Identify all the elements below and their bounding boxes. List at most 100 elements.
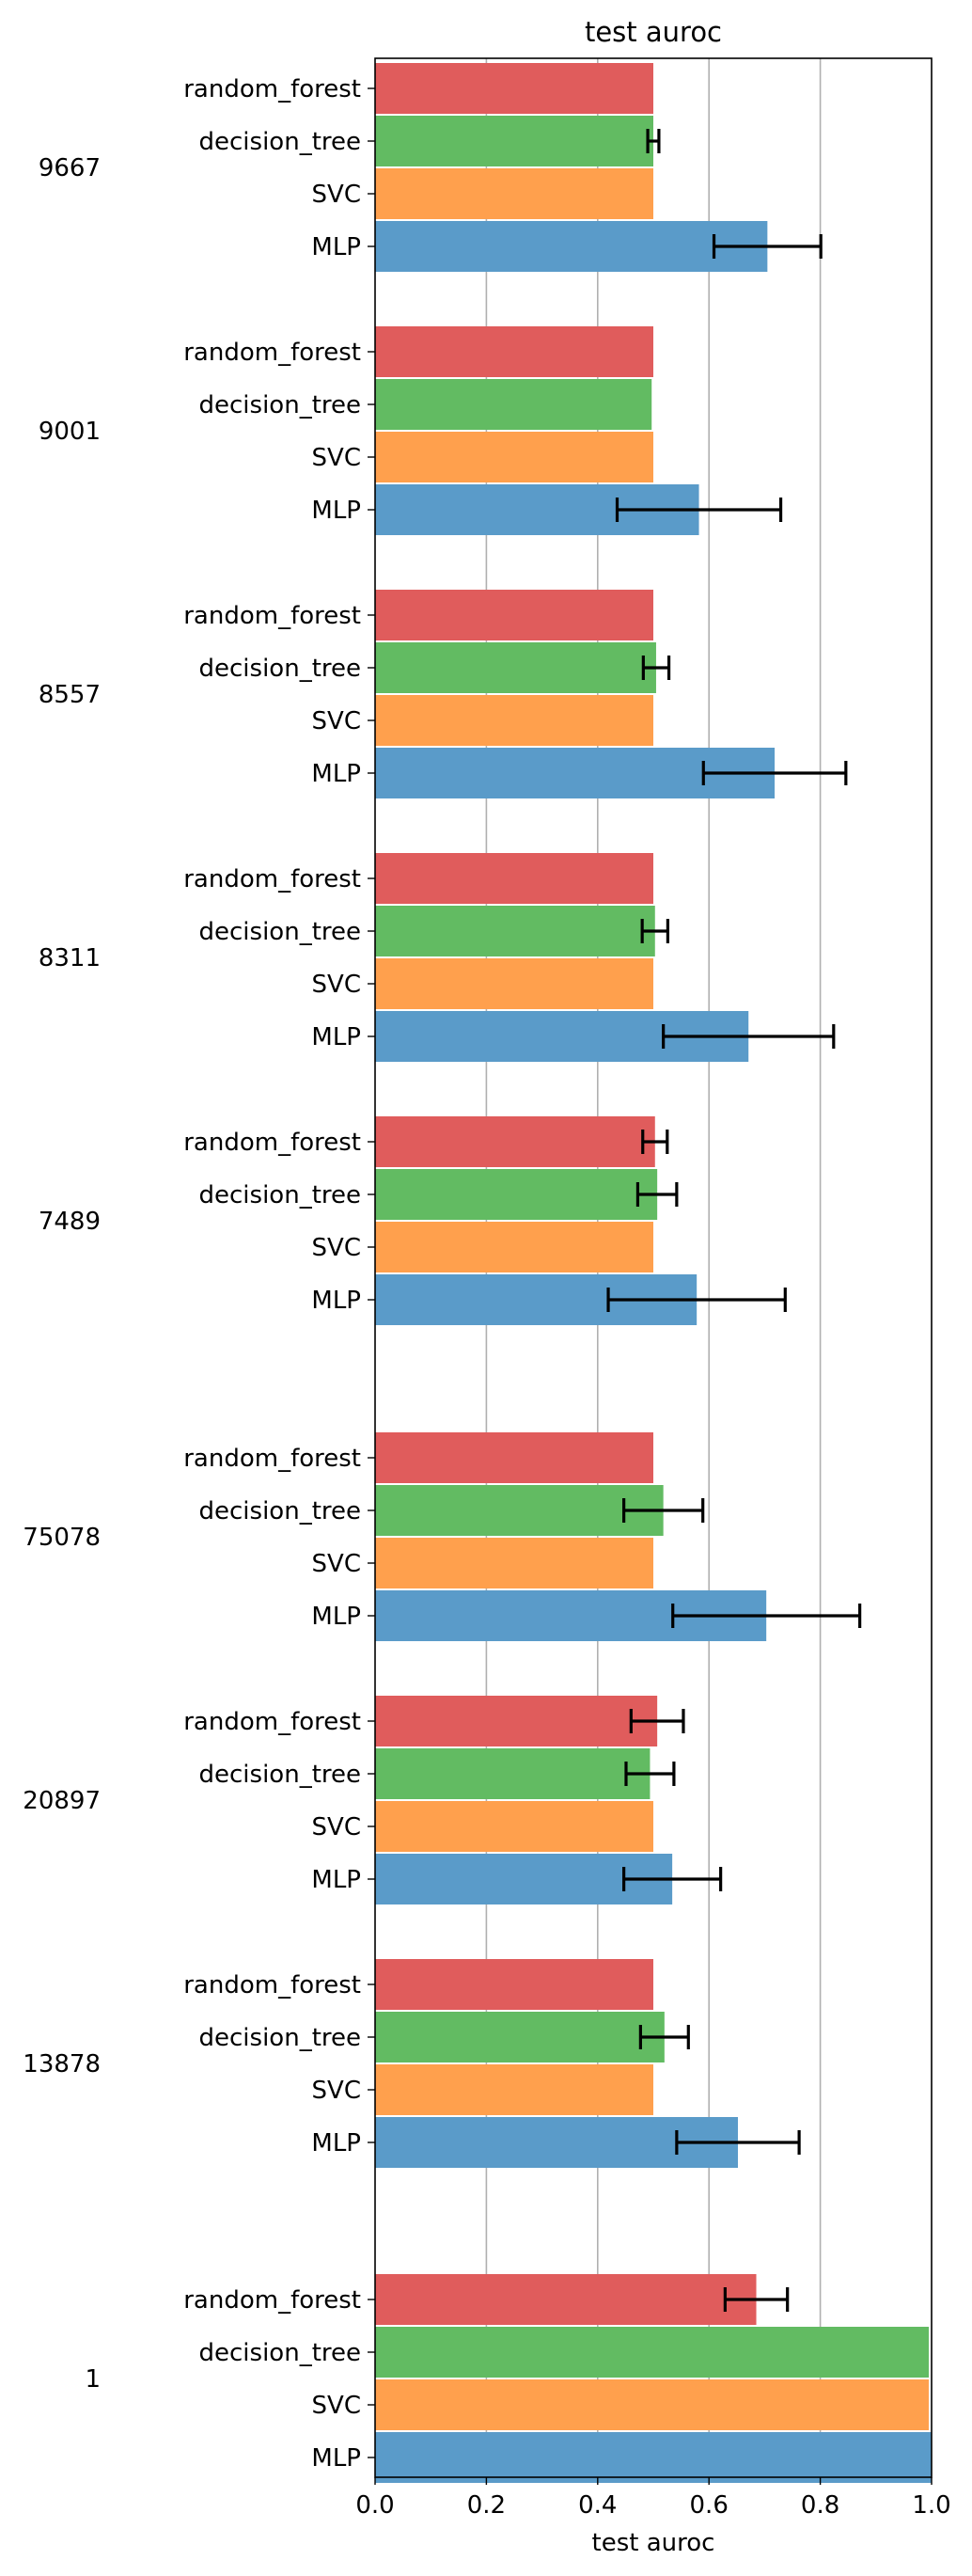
bar-20897-decision_tree (375, 1748, 651, 1799)
group-label: 8557 (39, 681, 101, 709)
error-bar-20897-decision_tree (624, 1762, 676, 1786)
y-tick-label: SVC (312, 2392, 361, 2420)
y-tick-label: MLP (311, 1603, 361, 1631)
bar-9001-random_forest (375, 326, 653, 377)
bar-9001-decision_tree (375, 379, 652, 430)
error-bars (606, 129, 862, 2312)
group-label: 9001 (39, 418, 101, 446)
y-tick-label: decision_tree (199, 128, 361, 156)
y-tick-label: random_forest (183, 339, 361, 367)
bar-13878-random_forest (375, 1959, 653, 2010)
error-bar-7489-decision_tree (635, 1182, 679, 1207)
bar-1-SVC (375, 2379, 930, 2430)
y-tick-label: random_forest (183, 1708, 361, 1736)
y-tick-label: MLP (311, 760, 361, 788)
bar-9667-MLP (375, 221, 768, 272)
bar-7489-decision_tree (375, 1169, 658, 1220)
y-tick-label: MLP (311, 1023, 361, 1051)
y-tick-label: SVC (312, 1813, 361, 1841)
bar-8557-random_forest (375, 590, 653, 640)
error-bar-1-random_forest (723, 2287, 790, 2312)
error-bar-13878-MLP (675, 2130, 801, 2155)
x-tick-labels: 0.0 0.2 0.4 0.6 0.8 1.0 (355, 2477, 951, 2520)
group-label: 20897 (23, 1787, 101, 1815)
y-tick-label: SVC (312, 971, 361, 999)
error-bar-20897-MLP (622, 1867, 723, 1891)
x-axis-label: test auroc (592, 2529, 715, 2557)
group-label: 75078 (23, 1524, 101, 1552)
bar-7489-SVC (375, 1222, 653, 1272)
y-tick-label: MLP (311, 2444, 361, 2473)
error-bar-75078-decision_tree (622, 1498, 705, 1523)
y-tick-label: SVC (312, 2077, 361, 2105)
y-tick-label: MLP (311, 2129, 361, 2157)
bar-20897-SVC (375, 1801, 653, 1852)
bar-8557-decision_tree (375, 642, 656, 693)
error-bar-9001-MLP (615, 498, 783, 522)
error-bar-9667-MLP (712, 234, 823, 259)
y-tick-label: random_forest (183, 602, 361, 630)
y-tick-label: MLP (311, 1287, 361, 1315)
y-tick-label: random_forest (183, 75, 361, 103)
y-tick-label: SVC (312, 444, 361, 472)
x-tick-label: 0.8 (801, 2491, 839, 2520)
bar-75078-SVC (375, 1538, 653, 1588)
y-tick-labels: random_forest decision_tree SVC MLP random_f… (183, 75, 375, 2473)
bar-1-random_forest (375, 2274, 757, 2325)
bar-1-MLP (375, 2432, 932, 2483)
plot-frame (374, 57, 933, 2478)
y-tick-label: random_forest (183, 1445, 361, 1473)
y-tick-label: MLP (311, 233, 361, 261)
y-tick-label: random_forest (183, 865, 361, 893)
error-bar-8557-MLP (701, 761, 848, 785)
bar-9001-SVC (375, 432, 653, 482)
error-bar-75078-MLP (671, 1604, 862, 1628)
group-label: 8311 (39, 944, 101, 972)
error-bar-20897-random_forest (629, 1709, 685, 1733)
bar-8311-random_forest (375, 853, 653, 904)
x-tick-label: 1.0 (912, 2491, 950, 2520)
y-tick-label: SVC (312, 1550, 361, 1578)
y-tick-label: decision_tree (199, 391, 361, 419)
y-tick-label: SVC (312, 707, 361, 735)
y-tick-label: MLP (311, 497, 361, 525)
chart-title: test auroc (585, 16, 722, 48)
bar-20897-random_forest (375, 1696, 658, 1746)
y-tick-label: MLP (311, 1866, 361, 1894)
error-bar-7489-random_forest (641, 1130, 669, 1154)
error-bar-9667-decision_tree (646, 129, 661, 153)
group-label: 9667 (39, 154, 101, 182)
error-bar-8311-MLP (662, 1024, 836, 1049)
y-tick-label: SVC (312, 181, 361, 209)
bar-75078-random_forest (375, 1432, 653, 1483)
x-tick-label: 0.2 (467, 2491, 506, 2520)
x-tick-label: 0.6 (690, 2491, 729, 2520)
y-tick-label: random_forest (183, 1971, 361, 1999)
bar-9667-random_forest (375, 63, 653, 114)
error-bar-8557-decision_tree (641, 656, 671, 680)
bar-9667-decision_tree (375, 116, 653, 166)
x-tick-label: 0.0 (355, 2491, 394, 2520)
y-tick-label: random_forest (183, 1129, 361, 1157)
bar-7489-random_forest (375, 1116, 655, 1167)
bar-9667-SVC (375, 168, 653, 219)
y-tick-label: SVC (312, 1234, 361, 1262)
bar-8557-SVC (375, 695, 653, 746)
y-tick-label: decision_tree (199, 918, 361, 946)
error-bar-8311-decision_tree (640, 919, 669, 943)
group-label: 1 (85, 2365, 101, 2394)
bar-8311-SVC (375, 958, 653, 1009)
y-tick-label: decision_tree (199, 655, 361, 683)
y-tick-label: random_forest (183, 2286, 361, 2315)
group-label: 7489 (39, 1208, 101, 1236)
y-tick-label: decision_tree (199, 1497, 361, 1525)
group-labels: 9667 9001 8557 8311 7489 75078 20897 13878 1 (23, 154, 101, 2394)
bar-1-decision_tree (375, 2327, 930, 2378)
error-bar-13878-decision_tree (638, 2025, 690, 2049)
bar-13878-decision_tree (375, 2012, 665, 2062)
bar-75078-decision_tree (375, 1485, 664, 1536)
y-tick-label: decision_tree (199, 1181, 361, 1209)
bar-8311-decision_tree (375, 906, 655, 956)
group-label: 13878 (23, 2050, 101, 2078)
